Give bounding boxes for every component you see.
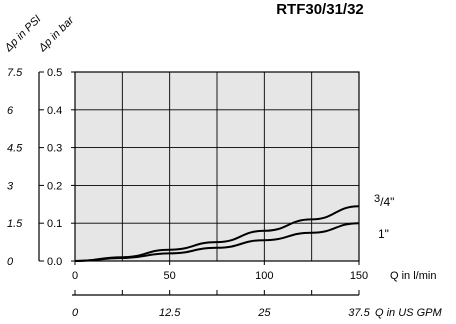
series-line-1: [74, 222, 360, 262]
psi-tick-label: 4.5: [7, 143, 23, 155]
y-axis-ticks: 0.0 0.1 0.2 0.3 0.4 0.5: [47, 67, 75, 268]
series-label-34-num: 3: [374, 193, 380, 205]
gpm-tick-label: 25: [257, 307, 271, 319]
x-axis-label: Q in l/min: [390, 270, 436, 282]
x-axis-ticks: 0 50 100 150: [72, 261, 368, 282]
psi-tick-label: 1.5: [7, 218, 23, 230]
psi-tick-label: 3: [7, 180, 14, 192]
psi-axis-ticks: 0 1.5 3 4.5 6 7.5: [7, 67, 44, 268]
series-label-34: 3/4": [374, 193, 394, 209]
y-tick-label: 0.0: [47, 256, 62, 268]
y-axis-label-psi: Δp in PSI: [2, 13, 44, 55]
y-tick-label: 0.4: [47, 105, 62, 117]
psi-tick-label: 0: [7, 256, 14, 268]
gpm-axis-ticks: 0 12.5 25 37.5: [72, 290, 371, 319]
gpm-tick-label: 0: [72, 307, 79, 319]
y-tick-label: 0.1: [47, 218, 62, 230]
psi-tick-label: 6: [7, 105, 14, 117]
series-lines: [74, 205, 360, 262]
psi-tick-label: 7.5: [7, 67, 23, 79]
grid-lines: [75, 72, 359, 261]
x-tick-label: 100: [255, 270, 273, 282]
series-label-34-den: /4": [380, 195, 394, 209]
y-tick-label: 0.2: [47, 180, 62, 192]
x-axis-label-gpm: Q in US GPM: [375, 307, 442, 319]
series-label-1: 1": [378, 227, 389, 241]
gpm-tick-label: 12.5: [159, 307, 181, 319]
y-axis-label-bar: Δp in bar: [36, 14, 77, 55]
y-tick-label: 0.3: [47, 143, 62, 155]
x-tick-label: 0: [72, 270, 78, 282]
chart-title: RTF30/31/32: [276, 1, 364, 18]
x-tick-label: 50: [164, 270, 176, 282]
x-tick-label: 150: [350, 270, 368, 282]
y-tick-label: 0.5: [47, 67, 62, 79]
gpm-tick-label: 37.5: [348, 307, 370, 319]
